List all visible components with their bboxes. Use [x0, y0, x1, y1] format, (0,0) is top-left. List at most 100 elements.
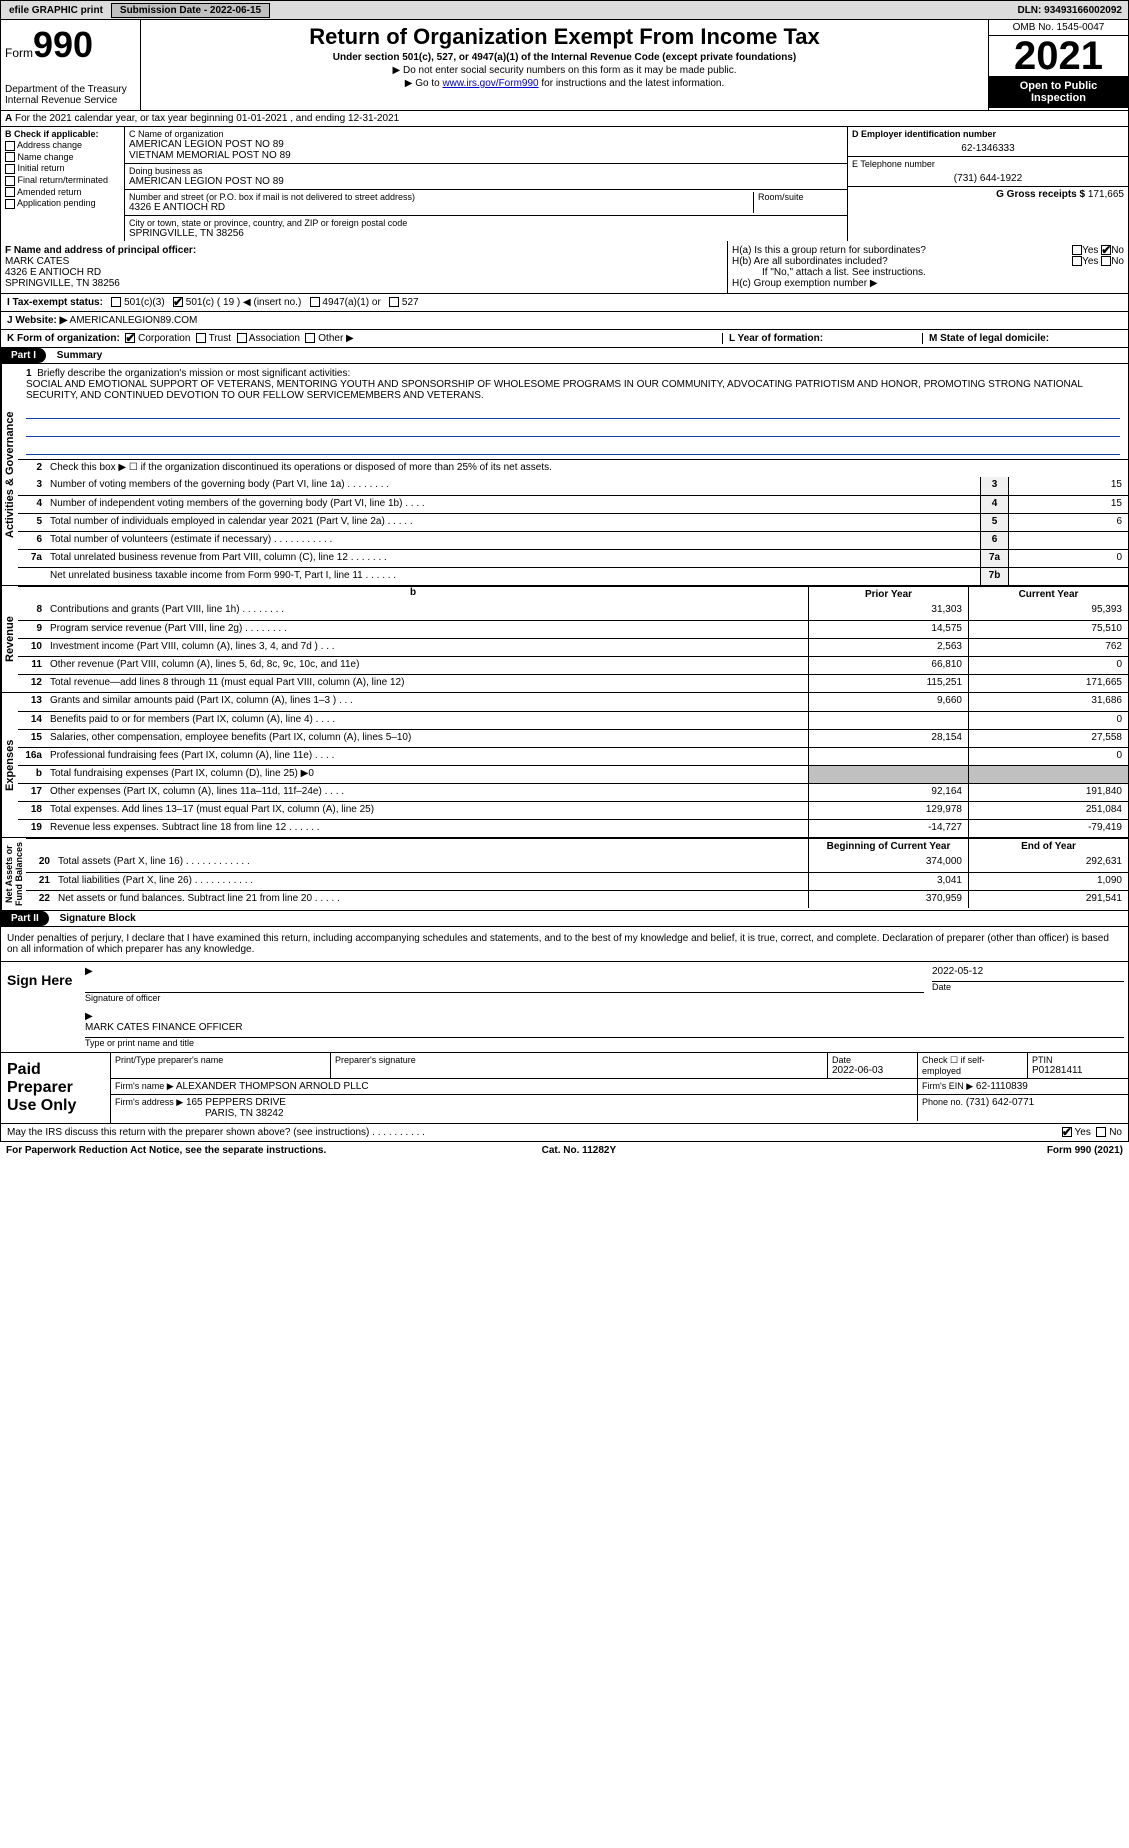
chk-corp[interactable]	[125, 333, 135, 343]
mission-label: Briefly describe the organization's miss…	[37, 368, 350, 379]
form-title-cell: Return of Organization Exempt From Incom…	[141, 20, 988, 110]
other-lbl: Other ▶	[318, 333, 353, 344]
sig-date-value: 2022-05-12	[932, 966, 1124, 982]
chk-name-lbl: Name change	[18, 152, 74, 162]
hdr-prior: Prior Year	[808, 587, 968, 602]
form-footer-label: Form 990 (2021)	[1047, 1145, 1123, 1156]
officer-addr2: SPRINGVILLE, TN 38256	[5, 278, 723, 289]
chk-initial[interactable]	[5, 164, 15, 174]
col-c-org: C Name of organization AMERICAN LEGION P…	[125, 127, 848, 241]
city-value: SPRINGVILLE, TN 38256	[129, 228, 843, 239]
501c-lbl: 501(c) ( 19 ) ◀ (insert no.)	[186, 297, 302, 308]
year-cell: OMB No. 1545-0047 2021 Open to Public In…	[988, 20, 1128, 110]
firm-phone-lbl: Phone no.	[922, 1097, 963, 1107]
declaration: Under penalties of perjury, I declare th…	[0, 927, 1129, 962]
line2-desc: Check this box ▶ ☐ if the organization d…	[46, 460, 1128, 477]
chk-501c3[interactable]	[111, 297, 121, 307]
discuss-no[interactable]	[1096, 1127, 1106, 1137]
gross-label: G Gross receipts $	[996, 189, 1085, 200]
ha-no[interactable]	[1101, 245, 1111, 255]
org-name-1: AMERICAN LEGION POST NO 89	[129, 139, 843, 150]
tax-year-row: A For the 2021 calendar year, or tax yea…	[0, 111, 1129, 127]
chk-501c[interactable]	[173, 297, 183, 307]
chk-other[interactable]	[305, 333, 315, 343]
chk-name[interactable]	[5, 152, 15, 162]
4947-lbl: 4947(a)(1) or	[322, 297, 380, 308]
revenue-section: Revenue bPrior YearCurrent Year 8Contrib…	[0, 586, 1129, 693]
group-return: H(a) Is this a group return for subordin…	[728, 241, 1128, 293]
self-emp-lbl: Check ☐ if self-employed	[918, 1053, 1028, 1078]
tax-exempt-row: I Tax-exempt status: 501(c)(3) 501(c) ( …	[0, 294, 1129, 312]
website-value: AMERICANLEGION89.COM	[70, 315, 198, 326]
chk-4947[interactable]	[310, 297, 320, 307]
cat-no: Cat. No. 11282Y	[542, 1145, 616, 1156]
ha-yes[interactable]	[1072, 245, 1082, 255]
street-label: Number and street (or P.O. box if mail i…	[129, 192, 753, 202]
submission-date-btn[interactable]: Submission Date - 2022-06-15	[111, 3, 270, 18]
part2-header: Part II Signature Block	[0, 911, 1129, 927]
side-revenue: Revenue	[1, 586, 18, 692]
discuss-text: May the IRS discuss this return with the…	[7, 1127, 425, 1138]
firm-name-lbl: Firm's name ▶	[115, 1081, 174, 1091]
street-value: 4326 E ANTIOCH RD	[129, 202, 753, 213]
chk-assoc[interactable]	[237, 333, 247, 343]
officer-name: MARK CATES	[5, 256, 723, 267]
col-d-ein: D Employer identification number 62-1346…	[848, 127, 1128, 241]
side-expenses: Expenses	[1, 693, 18, 837]
gross-value: 171,665	[1088, 189, 1124, 200]
city-label: City or town, state or province, country…	[129, 218, 843, 228]
form-main-title: Return of Organization Exempt From Incom…	[145, 24, 984, 50]
firm-ein-lbl: Firm's EIN ▶	[922, 1081, 973, 1091]
chk-address[interactable]	[5, 141, 15, 151]
officer-sig-name: MARK CATES FINANCE OFFICER	[85, 1022, 243, 1037]
paid-label: Paid Preparer Use Only	[1, 1053, 111, 1123]
form-header: Form990 Department of the Treasury Inter…	[0, 20, 1129, 111]
domicile-lbl: M State of legal domicile:	[929, 333, 1049, 344]
form-subtitle: Under section 501(c), 527, or 4947(a)(1)…	[145, 52, 984, 63]
prep-date-val: 2022-06-03	[832, 1065, 913, 1076]
assoc-lbl: Association	[249, 333, 300, 344]
kform-label: K Form of organization:	[7, 333, 120, 344]
col-b-checkboxes: B Check if applicable: Address change Na…	[1, 127, 125, 241]
discuss-yes[interactable]	[1062, 1127, 1072, 1137]
website-row: J Website: ▶ AMERICANLEGION89.COM	[0, 312, 1129, 330]
corp-lbl: Corporation	[138, 333, 190, 344]
chk-pending[interactable]	[5, 199, 15, 209]
tax-year-text: For the 2021 calendar year, or tax year …	[15, 113, 399, 124]
trust-lbl: Trust	[209, 333, 231, 344]
chk-527[interactable]	[389, 297, 399, 307]
chk-pending-lbl: Application pending	[17, 198, 96, 208]
prep-name-lbl: Print/Type preparer's name	[115, 1055, 326, 1065]
phone-value: (731) 644-1922	[852, 173, 1124, 184]
room-label: Room/suite	[753, 192, 843, 213]
prep-date-lbl: Date	[832, 1055, 913, 1065]
info-grid: B Check if applicable: Address change Na…	[0, 127, 1129, 241]
chk-amended-lbl: Amended return	[17, 187, 82, 197]
chk-trust[interactable]	[196, 333, 206, 343]
part2-label: Signature Block	[52, 913, 136, 924]
goto-pre: ▶ Go to	[405, 78, 443, 89]
officer-label: F Name and address of principal officer:	[5, 245, 723, 256]
part1-title: Part I	[1, 348, 46, 363]
irs-label: Internal Revenue Service	[5, 95, 136, 106]
chk-amended[interactable]	[5, 187, 15, 197]
irs-link[interactable]: www.irs.gov/Form990	[442, 78, 538, 89]
527-lbl: 527	[402, 297, 419, 308]
hb-yes[interactable]	[1072, 256, 1082, 266]
firm-name-val: ALEXANDER THOMPSON ARNOLD PLLC	[176, 1081, 369, 1092]
chk-address-lbl: Address change	[17, 140, 82, 150]
hb-no[interactable]	[1101, 256, 1111, 266]
chk-final-lbl: Final return/terminated	[18, 175, 109, 185]
dba-value: AMERICAN LEGION POST NO 89	[129, 176, 843, 187]
officer-addr1: 4326 E ANTIOCH RD	[5, 267, 723, 278]
mission-block: 1 Briefly describe the organization's mi…	[18, 364, 1128, 459]
chk-final[interactable]	[5, 176, 15, 186]
hb-note: If "No," attach a list. See instructions…	[732, 267, 1124, 278]
prep-sig-lbl: Preparer's signature	[335, 1055, 823, 1065]
paperwork-notice: For Paperwork Reduction Act Notice, see …	[6, 1145, 326, 1156]
org-name-label: C Name of organization	[129, 129, 843, 139]
name-title-lbl: Type or print name and title	[85, 1038, 1124, 1048]
paid-preparer: Paid Preparer Use Only Print/Type prepar…	[0, 1053, 1129, 1124]
net-assets-section: Net Assets orFund Balances Beginning of …	[0, 838, 1129, 911]
org-name-2: VIETNAM MEMORIAL POST NO 89	[129, 150, 843, 161]
